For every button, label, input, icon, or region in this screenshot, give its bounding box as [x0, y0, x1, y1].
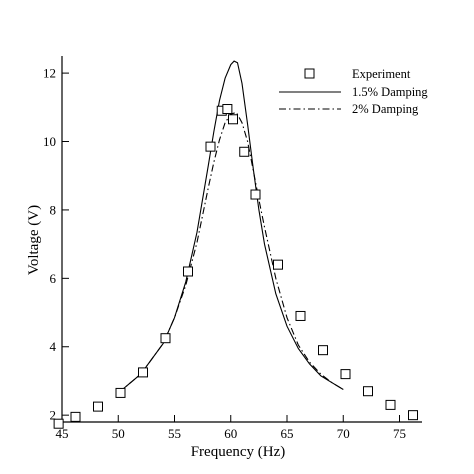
y-tick-label: 2: [50, 408, 57, 423]
experiment-point: [160, 333, 171, 344]
y-tick-label: 4: [50, 339, 57, 354]
experiment-point: [295, 310, 306, 321]
y-tick-label: 6: [50, 271, 57, 286]
experiment-point: [239, 146, 250, 157]
y-tick-label: 12: [43, 66, 56, 81]
x-tick-label: 70: [337, 426, 350, 441]
experiment-point: [363, 386, 373, 397]
y-tick-label: 8: [50, 202, 57, 217]
experiment-point: [138, 367, 148, 378]
axes: [61, 56, 422, 423]
legend: Experiment 1.5% Damping 2% Damping: [279, 67, 428, 116]
experiment-point: [250, 189, 261, 200]
experiment-point: [385, 399, 396, 410]
series-line-2-damping: [117, 111, 344, 394]
y-tick-label: 10: [43, 134, 56, 149]
experiment-point: [93, 401, 103, 412]
experiment-point: [340, 369, 351, 380]
x-tick-label: 75: [393, 426, 406, 441]
experiment-point: [53, 418, 64, 429]
experiment-point: [70, 411, 81, 422]
legend-label-2-damping: 2% Damping: [352, 102, 419, 116]
y-ticks: 2 4 6 8 10 12: [43, 66, 69, 423]
experiment-point: [222, 104, 233, 115]
x-tick-label: 65: [281, 426, 294, 441]
legend-label-1p5-damping: 1.5% Damping: [352, 85, 428, 99]
experiment-point: [273, 259, 283, 270]
x-tick-label: 45: [56, 426, 69, 441]
x-ticks: 45 50 55 60 65 70 75: [56, 415, 406, 441]
experiment-point: [205, 141, 216, 152]
y-axis-title: Voltage (V): [26, 205, 42, 275]
plot-lines: [117, 60, 344, 394]
x-tick-label: 55: [168, 426, 181, 441]
x-tick-label: 50: [112, 426, 125, 441]
legend-label-experiment: Experiment: [352, 67, 411, 81]
experiment-point: [228, 114, 238, 125]
experiment-point: [115, 387, 126, 398]
x-tick-label: 60: [224, 426, 237, 441]
experiment-point: [183, 266, 193, 277]
experiment-point: [408, 410, 418, 421]
series-line-1p5-damping: [117, 60, 344, 394]
plot-markers: [53, 104, 418, 429]
x-axis-title: Frequency (Hz): [191, 444, 286, 460]
experiment-point: [318, 345, 328, 356]
legend-marker-experiment: [304, 68, 315, 79]
